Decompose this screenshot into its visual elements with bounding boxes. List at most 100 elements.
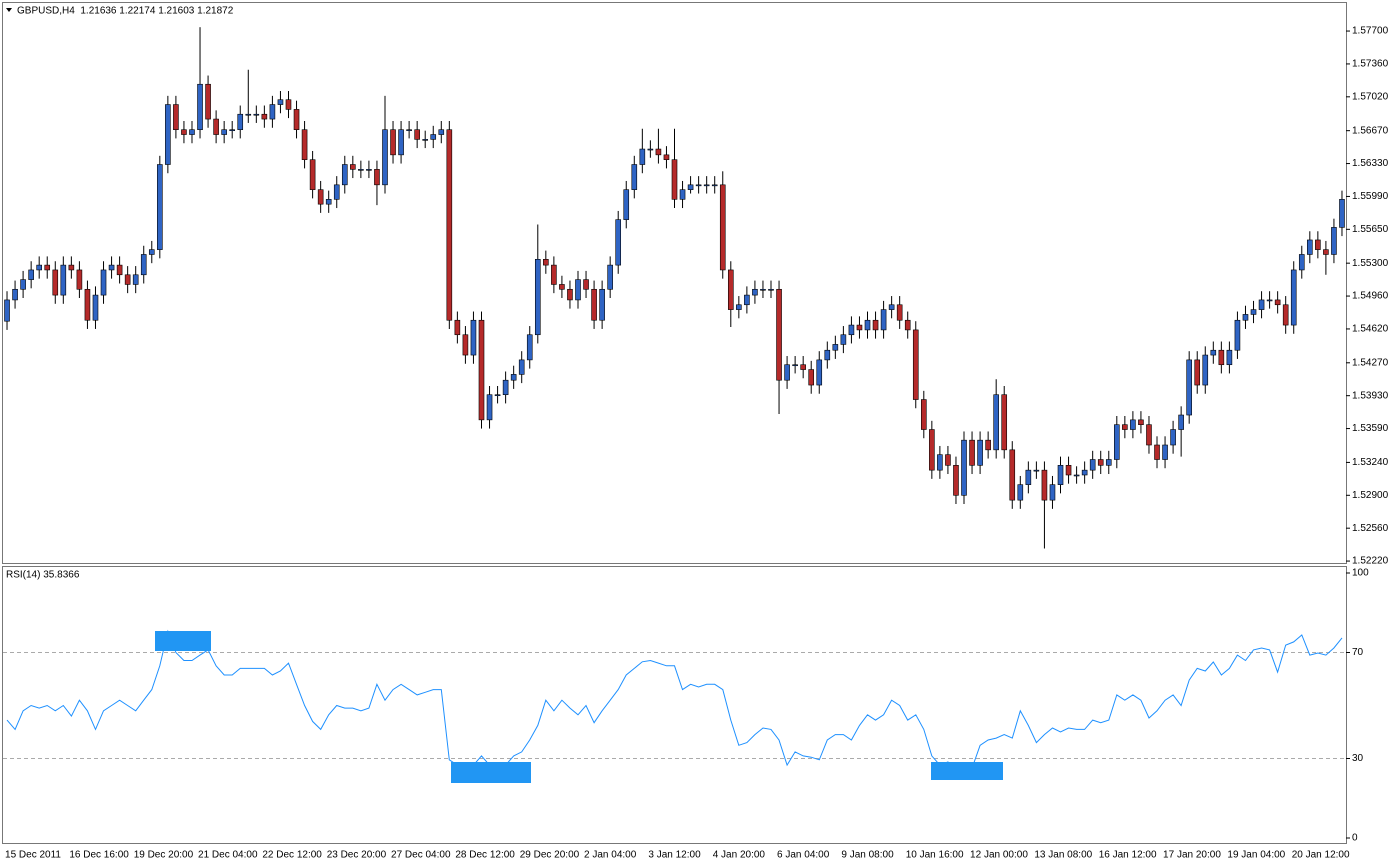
candle-body (1073, 474, 1080, 477)
candle-body (1178, 414, 1184, 430)
candle-body (880, 309, 887, 331)
x-tick-label: 21 Dec 04:00 (198, 850, 258, 861)
x-tick-label: 9 Jan 08:00 (841, 850, 894, 861)
candle-body (1138, 419, 1144, 425)
candle-body (961, 439, 967, 496)
x-tick-label: 12 Jan 00:00 (970, 850, 1028, 861)
candle-body (285, 99, 292, 110)
x-tick-label: 19 Jan 04:00 (1227, 850, 1285, 861)
candle-body (4, 299, 10, 322)
x-tick-label: 19 Dec 20:00 (134, 850, 194, 861)
candle-body (261, 113, 268, 120)
candle-body (615, 219, 622, 266)
candle-body (12, 288, 18, 301)
candle-body (711, 184, 718, 187)
candle-body (727, 269, 734, 310)
candle-body (985, 439, 991, 451)
candle-body (1162, 444, 1168, 460)
y-tick-label: 1.52220 (1352, 556, 1388, 567)
candle-body (1274, 299, 1281, 306)
y-tick-label: 1.57020 (1352, 91, 1388, 102)
x-tick-label: 22 Dec 12:00 (262, 850, 322, 861)
candle-body (1146, 424, 1152, 446)
candle-body (52, 269, 59, 296)
candle-body (583, 279, 589, 290)
candle-body (237, 113, 244, 131)
candle-body (808, 369, 815, 386)
candle-body (1258, 299, 1265, 310)
candle-body (173, 104, 179, 131)
x-tick-label: 28 Dec 12:00 (455, 850, 515, 861)
candle-body (165, 104, 171, 165)
menu-triangle[interactable] (6, 8, 12, 12)
candle-body (100, 269, 107, 296)
x-tick-label: 10 Jan 16:00 (906, 850, 964, 861)
y-tick-label: 1.57360 (1352, 59, 1388, 70)
y-tick-label: 1.54270 (1352, 357, 1388, 368)
candle-body (366, 169, 372, 171)
candle-body (840, 334, 847, 345)
candle-body (824, 349, 831, 361)
candle-body (494, 394, 501, 397)
candle-body (1154, 444, 1160, 460)
candle-body (567, 288, 573, 301)
oversold-highlight (451, 762, 531, 783)
candle-body (623, 189, 630, 220)
candle-body (76, 269, 83, 290)
candle-body (1081, 469, 1088, 476)
candle-body (679, 189, 686, 200)
candle-body (269, 104, 276, 120)
candle-body (1210, 349, 1217, 356)
candle-body (1266, 299, 1273, 302)
rsi-header: RSI(14) 35.8366 (6, 570, 80, 581)
candle-body (1323, 249, 1329, 255)
candle-body (1122, 424, 1128, 430)
candle-body (1049, 484, 1056, 501)
candle-body (543, 259, 549, 266)
candle-body (28, 269, 34, 280)
candle-body (1186, 359, 1192, 416)
rsi-line (6, 629, 1343, 771)
candle-body (1057, 465, 1064, 485)
y-tick-label: 70 (1352, 647, 1364, 658)
candle-body (157, 164, 163, 250)
candle-body (800, 364, 806, 370)
highlights (155, 631, 1003, 783)
candle-body (639, 148, 646, 165)
candle-body (148, 249, 155, 255)
candle-body (856, 324, 863, 331)
candle-body (929, 429, 935, 471)
candle-body (446, 129, 453, 321)
candle-body (1315, 239, 1321, 250)
candle-body (969, 439, 975, 466)
candle-body (832, 344, 839, 351)
candle-body (1290, 269, 1297, 326)
candle-body (317, 189, 324, 205)
candle-body (1033, 469, 1040, 472)
y-tick-label: 1.54960 (1352, 291, 1388, 302)
candle-body (333, 184, 340, 200)
candle-body (864, 319, 871, 331)
candle-body (1339, 199, 1345, 228)
candle-body (1130, 419, 1136, 430)
candle-body (253, 113, 260, 116)
candle-body (655, 148, 662, 156)
candle-body (526, 334, 533, 361)
candle-body (671, 159, 678, 200)
candle-body (1105, 459, 1112, 466)
candle-body (993, 394, 999, 451)
x-tick-label: 29 Dec 20:00 (520, 850, 580, 861)
candle-body (977, 439, 983, 466)
candle-body (20, 279, 26, 290)
x-tick-label: 23 Dec 20:00 (327, 850, 387, 861)
candle-body (92, 294, 99, 321)
candle-body (768, 288, 774, 291)
y-tick-label: 1.53930 (1352, 390, 1388, 401)
x-tick-label: 20 Jan 12:00 (1292, 850, 1350, 861)
candle-body (132, 274, 139, 285)
candle-body (776, 288, 782, 381)
candle-body (1250, 309, 1257, 315)
candle-body (937, 454, 943, 471)
candle-body (1194, 359, 1201, 386)
